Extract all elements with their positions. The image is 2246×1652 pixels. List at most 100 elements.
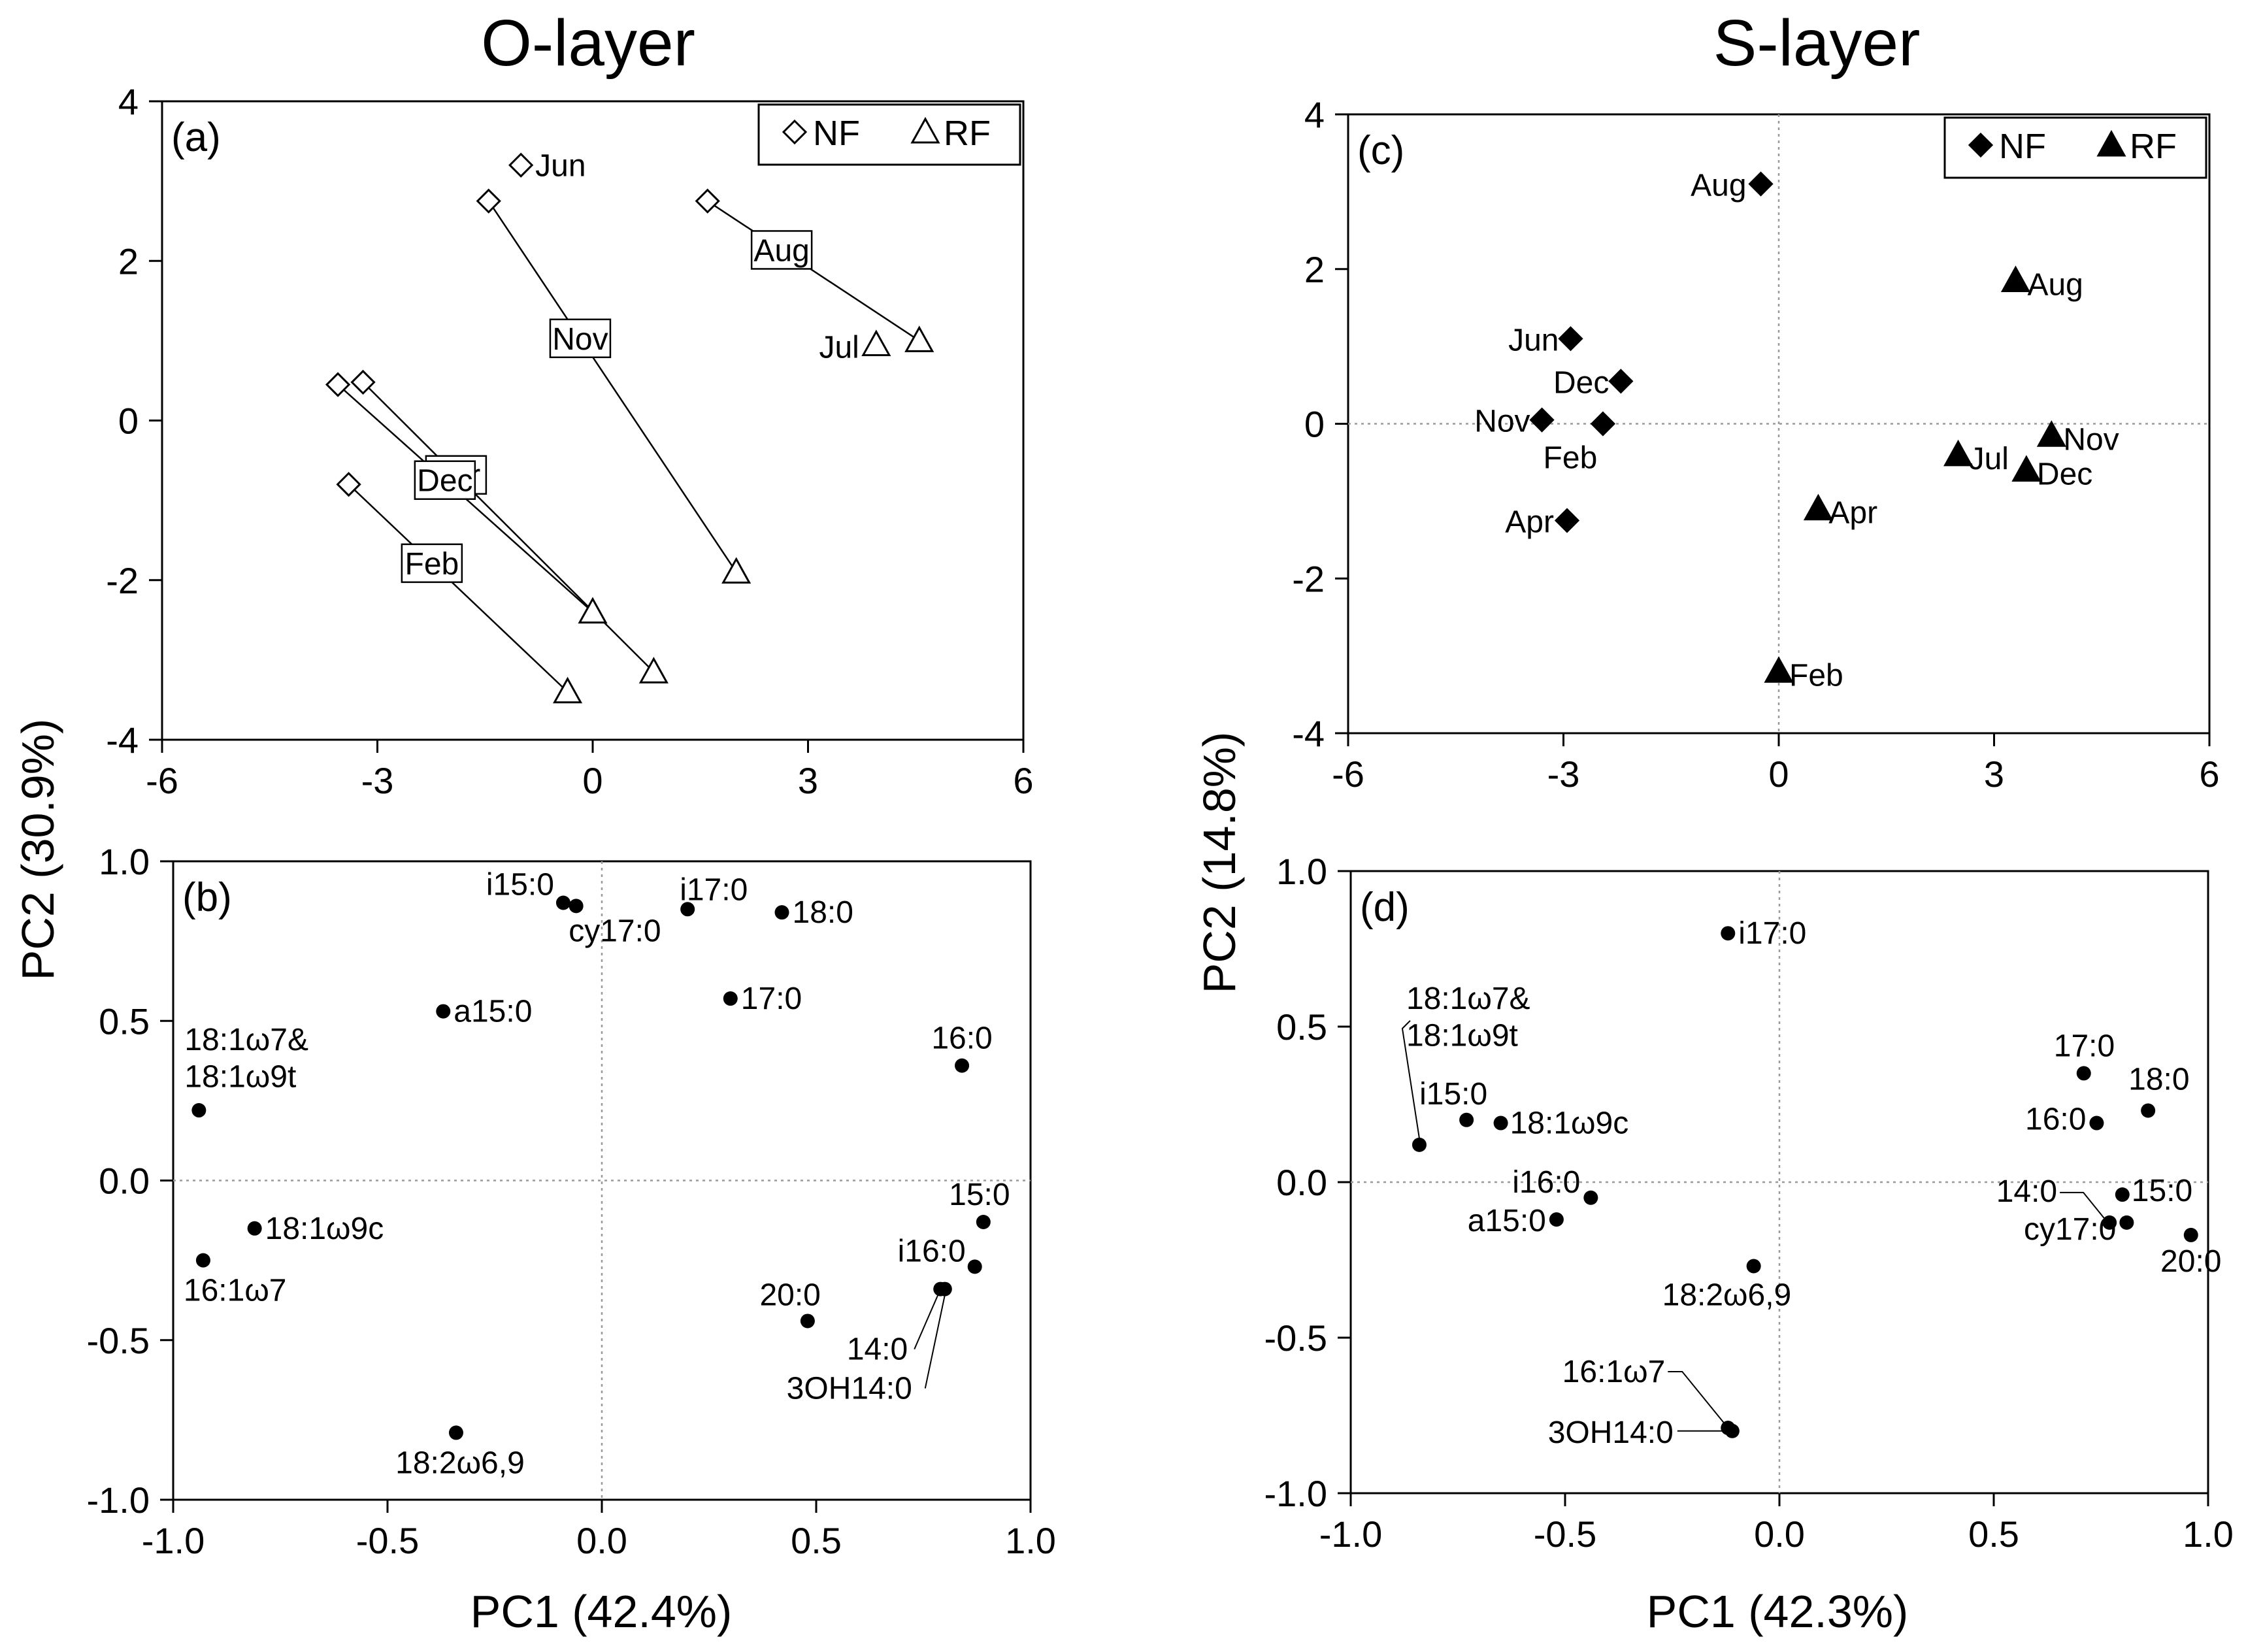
point-a-nf-1 — [476, 188, 501, 214]
point-c-nf-3 — [1529, 407, 1555, 433]
point-label-c-rf-dec: Dec — [2037, 457, 2092, 492]
pair-line-a-feb — [348, 484, 569, 693]
x-tick-label-d-3: 0.5 — [1968, 1513, 2019, 1555]
point-b-11 — [967, 1259, 982, 1274]
point-c-rf-3 — [2011, 455, 2041, 482]
point-label-d-1: 18:1ω7& 18:1ω9t — [1406, 982, 1530, 1053]
panel-c-scores-s-layer: -6 -3 0 3 6-4-2024(c)AugJunDecNovFebAprAugNo… — [1292, 94, 2219, 795]
y-tick-label-c-2: 0 — [1304, 404, 1325, 445]
point-b-9 — [195, 1253, 210, 1268]
point-label-c-nf-aug: Aug — [1691, 169, 1746, 203]
x-tick-label-d-0: -1.0 — [1319, 1513, 1383, 1555]
point-label-c-rf-nov: Nov — [2063, 422, 2119, 457]
y-axis-label-right: PC2 (14.8%) — [1194, 732, 1245, 994]
point-b-5 — [723, 991, 738, 1006]
x-tick-label-d-1: -0.5 — [1534, 1513, 1597, 1555]
point-label-d-4: i16:0 — [1512, 1165, 1580, 1200]
panel-label-a: (a) — [171, 115, 221, 160]
point-c-nf-1 — [1558, 326, 1583, 352]
point-label-d-7: 17:0 — [2054, 1029, 2115, 1063]
pair-label-a-dec: Dec — [417, 464, 472, 499]
x-tick-label-d-2: 0.0 — [1754, 1513, 1805, 1555]
point-label-c-rf-apr: Apr — [1828, 496, 1877, 531]
legend-marker-a-rf — [910, 116, 940, 144]
point-c-nf-4 — [1590, 411, 1616, 437]
x-tick-label-b-3: 0.5 — [791, 1520, 842, 1561]
x-tick-label-a-2: 0 — [582, 760, 603, 801]
x-tick-label-a-1: -3 — [361, 760, 394, 801]
point-d-11 — [2102, 1215, 2117, 1230]
point-c-rf-5 — [1764, 656, 1794, 683]
point-label-b-7: 18:1ω7& 18:1ω9t — [184, 1023, 308, 1095]
title-o-layer: O-layer — [481, 7, 695, 80]
point-b-0 — [555, 895, 570, 910]
x-axis-label-right: PC1 (42.3%) — [1647, 1586, 1909, 1637]
point-label-d-14: 16:1ω7 — [1562, 1355, 1666, 1389]
point-label-c-nf-nov: Nov — [1474, 405, 1530, 439]
legend-label-c-nf: NF — [1999, 127, 2046, 166]
point-b-2 — [680, 902, 695, 917]
point-label-d-11: 14:0 — [1996, 1174, 2057, 1209]
point-label-c-rf-feb: Feb — [1789, 658, 1843, 693]
y-tick-label-b-3: 0.5 — [99, 1000, 150, 1042]
point-label-d-9: 18:0 — [2128, 1063, 2189, 1097]
point-d-1 — [1412, 1137, 1427, 1152]
point-label-d-2: i15:0 — [1419, 1077, 1487, 1112]
point-d-8 — [2089, 1115, 2104, 1131]
point-d-15 — [1725, 1423, 1740, 1438]
x-tick-label-b-4: 1.0 — [1005, 1520, 1056, 1561]
point-label-d-3: 18:1ω9c — [1510, 1106, 1629, 1141]
panel-a-scores-o-layer: -6-3036-4-2024(a)AugNovAprDecFebJunJulNF… — [106, 81, 1033, 801]
point-b-6 — [955, 1058, 970, 1073]
point-label-b-13: 3OH14:0 — [787, 1372, 912, 1406]
legend-label-c-rf: RF — [2130, 127, 2177, 166]
x-tick-label-d-4: 1.0 — [2183, 1513, 2234, 1555]
point-c-nf-0 — [1748, 171, 1774, 197]
pair-label-box-a-dec — [414, 460, 476, 500]
y-tick-label-a-3: 2 — [118, 240, 139, 282]
point-a-nf-3 — [325, 372, 351, 397]
x-tick-label-a-4: 6 — [1013, 760, 1033, 801]
x-tick-label-b-2: 0.0 — [576, 1520, 627, 1561]
point-a-nf-4 — [350, 369, 376, 395]
point-label-b-8: 18:1ω9c — [265, 1212, 384, 1246]
point-a-nf-0 — [508, 152, 534, 178]
point-d-6 — [1746, 1259, 1761, 1274]
point-label-a-jun: Jun — [535, 149, 586, 184]
point-label-c-rf-aug: Aug — [2027, 268, 2083, 303]
point-b-10 — [976, 1215, 991, 1230]
pair-line-a-apr — [362, 381, 655, 673]
point-b-15 — [448, 1425, 463, 1440]
point-label-c-nf-apr: Apr — [1505, 504, 1554, 539]
point-a-nf-5 — [336, 472, 361, 497]
point-d-12 — [2119, 1215, 2134, 1230]
leader-line-d-11 — [2060, 1191, 2106, 1221]
point-b-3 — [774, 905, 789, 920]
point-a-rf-4 — [638, 657, 669, 684]
pair-label-box-a-nov — [549, 318, 612, 359]
pair-label-box-a-aug — [750, 230, 813, 270]
point-a-rf-5 — [553, 676, 583, 704]
panel-label-d: (d) — [1360, 885, 1410, 930]
point-label-d-15: 3OH14:0 — [1548, 1415, 1674, 1450]
point-label-d-13: 20:0 — [2160, 1244, 2221, 1279]
point-label-c-nf-feb: Feb — [1544, 441, 1598, 476]
point-d-7 — [2076, 1066, 2091, 1081]
legend-marker-c-rf — [2096, 129, 2126, 157]
point-d-3 — [1493, 1115, 1508, 1131]
x-tick-label-a-0: -6 — [146, 760, 178, 801]
pair-label-a-aug: Aug — [753, 233, 809, 268]
point-label-b-15: 18:2ω6,9 — [395, 1446, 525, 1480]
point-label-d-8: 16:0 — [2025, 1102, 2086, 1137]
point-c-rf-4 — [1803, 493, 1833, 521]
x-tick-label-c-2: 0 — [1768, 753, 1789, 795]
plot-frame-a — [161, 100, 1025, 741]
point-label-d-5: a15:0 — [1468, 1204, 1546, 1238]
point-label-d-10: 15:0 — [2132, 1174, 2192, 1208]
point-label-d-6: 18:2ω6,9 — [1662, 1278, 1792, 1313]
y-tick-label-a-4: 4 — [118, 81, 139, 122]
y-tick-label-b-0: -1.0 — [87, 1479, 150, 1521]
y-tick-label-b-1: -0.5 — [87, 1320, 150, 1361]
point-c-rf-2 — [1943, 439, 1974, 467]
x-tick-label-b-0: -1.0 — [142, 1520, 205, 1561]
